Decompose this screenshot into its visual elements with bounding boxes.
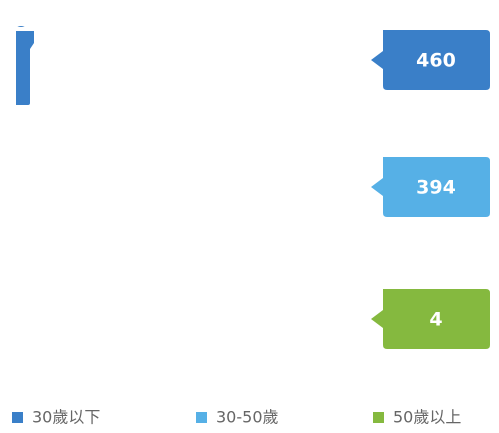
callout — [371, 30, 490, 90]
value-label: 394 — [416, 177, 456, 199]
callout — [371, 289, 490, 349]
pictogram-row — [8, 13, 212, 105]
person-icon — [55, 140, 81, 232]
value-label: 4 — [429, 309, 442, 331]
person-icon — [149, 13, 175, 105]
legend-swatch — [12, 412, 23, 423]
legend-label: 30歲以下 — [32, 408, 100, 427]
person-icon — [102, 140, 128, 232]
legend-label: 30-50歲 — [216, 408, 279, 427]
person-icon — [102, 13, 128, 105]
person-icon — [8, 272, 10, 364]
person-icon — [8, 13, 34, 105]
callout — [371, 157, 490, 217]
legend-swatch — [196, 412, 207, 423]
pictogram-row — [8, 272, 10, 364]
pictogram-row — [8, 140, 174, 232]
legend-label: 50歲以上 — [393, 408, 461, 427]
value-label: 460 — [416, 50, 456, 72]
person-icon — [55, 13, 81, 105]
person-icon — [149, 140, 174, 232]
legend-swatch — [373, 412, 384, 423]
person-icon — [8, 140, 34, 232]
person-icon — [196, 13, 212, 105]
